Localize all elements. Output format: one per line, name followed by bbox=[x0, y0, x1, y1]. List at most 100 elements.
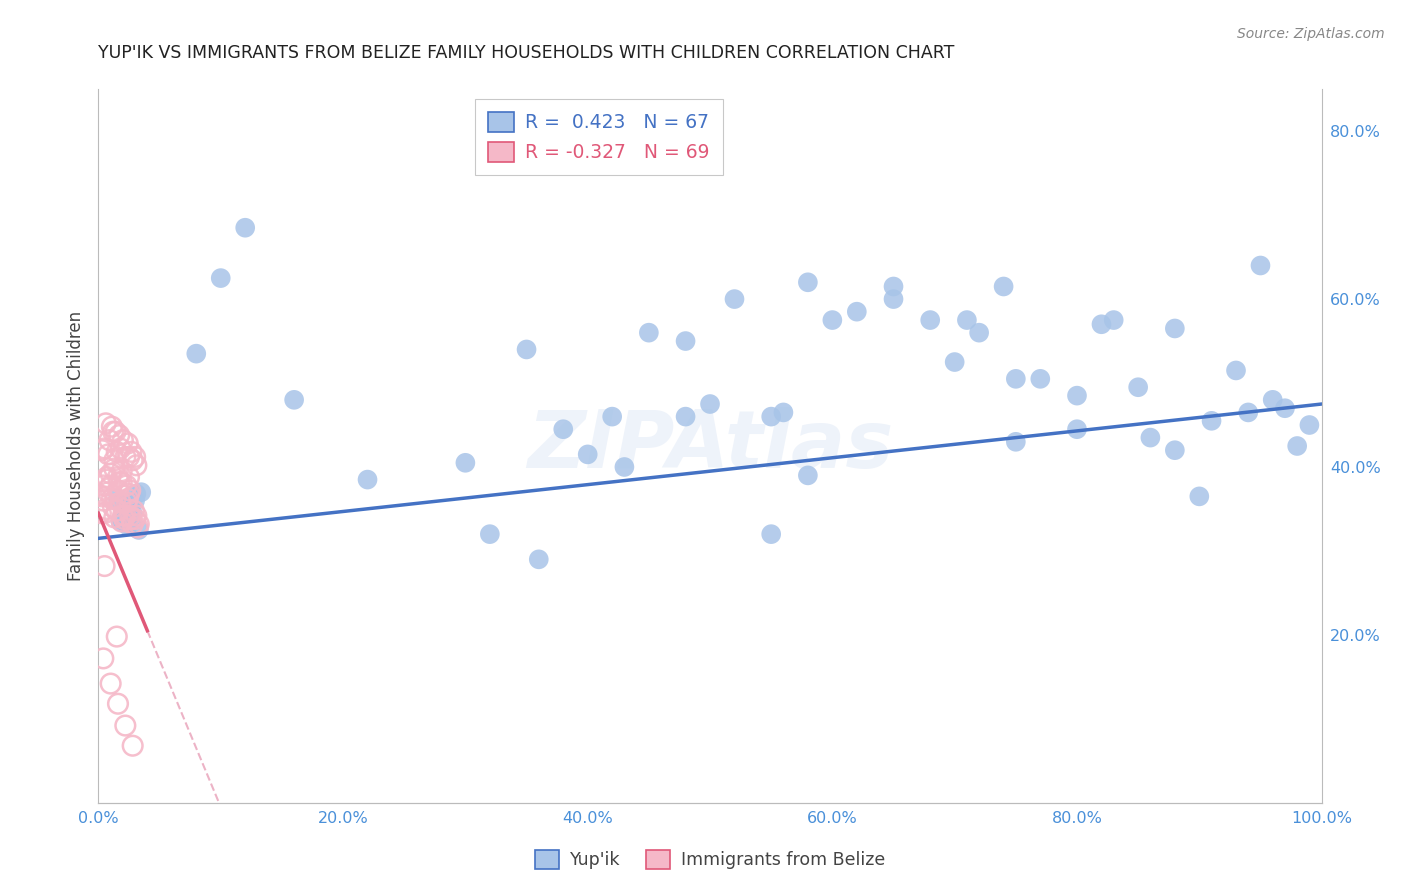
Point bbox=[107, 491, 129, 506]
Point bbox=[125, 458, 148, 473]
Text: Source: ZipAtlas.com: Source: ZipAtlas.com bbox=[1237, 27, 1385, 41]
Point bbox=[110, 442, 132, 456]
Point bbox=[454, 456, 477, 470]
Point bbox=[96, 473, 118, 487]
Point bbox=[101, 419, 124, 434]
Point bbox=[772, 405, 794, 419]
Point bbox=[117, 491, 139, 506]
Point bbox=[943, 355, 966, 369]
Point bbox=[723, 292, 745, 306]
Point bbox=[1066, 422, 1088, 436]
Point bbox=[883, 279, 905, 293]
Point bbox=[128, 517, 150, 532]
Point bbox=[1261, 392, 1284, 407]
Point bbox=[121, 517, 143, 532]
Y-axis label: Family Households with Children: Family Households with Children bbox=[66, 311, 84, 581]
Point bbox=[107, 483, 129, 498]
Point bbox=[108, 428, 131, 442]
Point bbox=[1286, 439, 1309, 453]
Point bbox=[91, 493, 114, 508]
Point bbox=[105, 503, 128, 517]
Point bbox=[478, 527, 501, 541]
Point bbox=[120, 445, 142, 459]
Text: YUP'IK VS IMMIGRANTS FROM BELIZE FAMILY HOUSEHOLDS WITH CHILDREN CORRELATION CHA: YUP'IK VS IMMIGRANTS FROM BELIZE FAMILY … bbox=[98, 45, 955, 62]
Point bbox=[124, 493, 146, 508]
Point bbox=[105, 445, 128, 459]
Point bbox=[117, 518, 139, 533]
Point bbox=[821, 313, 844, 327]
Point bbox=[121, 739, 143, 753]
Point bbox=[128, 523, 150, 537]
Point bbox=[115, 495, 138, 509]
Point bbox=[1128, 380, 1150, 394]
Point bbox=[104, 425, 127, 439]
Point bbox=[1139, 431, 1161, 445]
Point bbox=[845, 304, 868, 318]
Point bbox=[993, 279, 1015, 293]
Point bbox=[110, 495, 132, 509]
Point bbox=[186, 346, 208, 360]
Point bbox=[101, 425, 124, 439]
Point bbox=[956, 313, 979, 327]
Point bbox=[120, 500, 142, 515]
Point bbox=[91, 489, 114, 503]
Point bbox=[105, 630, 128, 644]
Point bbox=[1004, 372, 1026, 386]
Point bbox=[967, 326, 990, 340]
Point bbox=[96, 470, 118, 484]
Point bbox=[107, 697, 129, 711]
Point bbox=[101, 500, 124, 515]
Point bbox=[120, 508, 142, 523]
Point bbox=[111, 433, 134, 447]
Point bbox=[1249, 259, 1271, 273]
Point bbox=[93, 559, 115, 574]
Point bbox=[111, 508, 134, 523]
Point bbox=[100, 467, 122, 481]
Point bbox=[209, 271, 232, 285]
Point bbox=[125, 487, 148, 501]
Point bbox=[114, 498, 136, 512]
Point bbox=[111, 512, 134, 526]
Point bbox=[91, 443, 114, 458]
Point bbox=[115, 508, 138, 523]
Point bbox=[112, 503, 135, 517]
Point bbox=[515, 343, 537, 357]
Point bbox=[91, 651, 114, 665]
Text: ZIPAtlas: ZIPAtlas bbox=[527, 407, 893, 485]
Point bbox=[761, 409, 783, 424]
Point bbox=[124, 512, 146, 526]
Point bbox=[356, 473, 378, 487]
Point bbox=[107, 470, 129, 484]
Point bbox=[797, 468, 820, 483]
Point bbox=[103, 510, 125, 524]
Point bbox=[103, 453, 125, 467]
Point bbox=[121, 506, 143, 520]
Point bbox=[1225, 363, 1247, 377]
Point bbox=[120, 512, 142, 526]
Point bbox=[1066, 389, 1088, 403]
Point bbox=[117, 436, 139, 450]
Point bbox=[93, 442, 115, 456]
Point bbox=[93, 506, 115, 520]
Point bbox=[883, 292, 905, 306]
Point bbox=[1029, 372, 1052, 386]
Point bbox=[91, 478, 114, 492]
Point bbox=[100, 478, 122, 492]
Point bbox=[115, 478, 138, 492]
Point bbox=[1090, 318, 1112, 332]
Point bbox=[129, 485, 152, 500]
Point bbox=[122, 503, 145, 517]
Point bbox=[1164, 321, 1187, 335]
Point bbox=[114, 450, 136, 464]
Point bbox=[127, 520, 149, 534]
Point bbox=[1102, 313, 1125, 327]
Point bbox=[797, 275, 820, 289]
Point bbox=[675, 334, 697, 348]
Point bbox=[600, 409, 623, 424]
Point bbox=[120, 495, 142, 509]
Point bbox=[120, 483, 142, 498]
Point bbox=[761, 527, 783, 541]
Point bbox=[121, 453, 143, 467]
Point bbox=[1004, 434, 1026, 449]
Point bbox=[233, 220, 256, 235]
